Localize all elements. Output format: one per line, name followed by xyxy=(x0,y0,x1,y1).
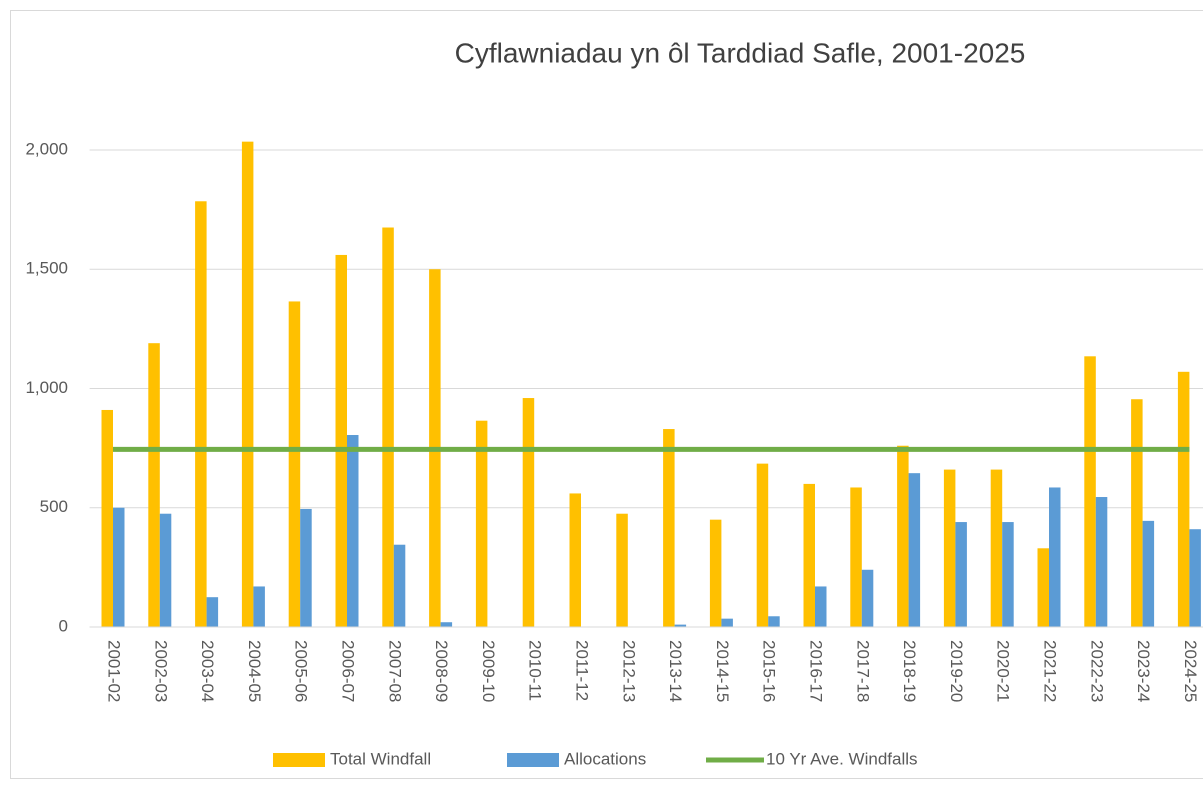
y-tick-label: 2,000 xyxy=(25,139,68,158)
y-tick-label: 0 xyxy=(59,616,68,635)
x-tick-label: 2001-02 xyxy=(105,640,124,702)
bar xyxy=(1084,356,1096,627)
bar xyxy=(1002,522,1014,627)
bar xyxy=(382,227,394,627)
bar xyxy=(241,141,254,627)
legend-swatch xyxy=(273,753,325,767)
x-tick-label: 2008-09 xyxy=(432,640,451,702)
x-tick-label: 2013-14 xyxy=(666,640,685,702)
bar xyxy=(195,201,207,627)
bar xyxy=(663,429,675,627)
x-tick-label: 2018-19 xyxy=(900,640,919,702)
bar xyxy=(1049,487,1061,627)
bar xyxy=(815,586,827,627)
bar xyxy=(253,586,265,627)
chart-title: Cyflawniadau yn ôl Tarddiad Safle, 2001-… xyxy=(455,37,1026,68)
x-tick-label: 2002-03 xyxy=(151,640,170,702)
bar xyxy=(569,493,581,627)
x-tick-label: 2014-15 xyxy=(713,640,732,702)
bar xyxy=(300,508,312,627)
x-tick-label: 2006-07 xyxy=(339,640,358,702)
x-tick-label: 2004-05 xyxy=(245,640,264,702)
x-tick-label: 2024-25 xyxy=(1181,640,1200,702)
bar xyxy=(803,483,815,627)
bar xyxy=(861,569,874,627)
bar xyxy=(850,487,862,627)
bar xyxy=(674,624,687,627)
bar xyxy=(206,597,219,627)
bar xyxy=(522,398,535,627)
x-tick-label: 2016-17 xyxy=(807,640,826,702)
bar xyxy=(955,522,967,627)
x-tick-label: 2015-16 xyxy=(760,640,779,702)
bar xyxy=(756,463,769,627)
x-tick-label: 2020-21 xyxy=(994,640,1013,702)
x-tick-label: 2011-12 xyxy=(573,640,592,701)
bar xyxy=(101,409,113,627)
legend-label: Total Windfall xyxy=(330,749,431,768)
x-tick-label: 2019-20 xyxy=(947,640,966,702)
x-tick-label: 2010-11 xyxy=(526,640,545,701)
legend-label: 10 Yr Ave. Windfalls xyxy=(766,749,918,768)
bar xyxy=(113,507,125,627)
bar xyxy=(475,420,488,627)
x-tick-label: 2005-06 xyxy=(292,640,311,702)
chart-frame xyxy=(10,10,1203,779)
x-tick-label: 2012-13 xyxy=(619,640,638,702)
bar xyxy=(335,254,347,627)
x-tick-label: 2003-04 xyxy=(198,640,217,702)
legend-swatch xyxy=(507,753,559,767)
x-tick-label: 2022-23 xyxy=(1087,640,1106,702)
bar xyxy=(943,469,956,627)
legend-label: Allocations xyxy=(564,749,646,768)
x-tick-label: 2007-08 xyxy=(385,640,404,702)
bar xyxy=(1177,371,1190,627)
bar xyxy=(616,513,628,627)
bar xyxy=(1142,520,1155,627)
bar xyxy=(148,343,160,627)
bar xyxy=(709,519,722,627)
x-tick-label: 2021-22 xyxy=(1041,640,1060,702)
bar xyxy=(440,622,453,627)
y-tick-label: 1,500 xyxy=(25,259,68,278)
x-tick-label: 2023-24 xyxy=(1134,640,1153,702)
bar xyxy=(1189,529,1201,627)
x-tick-label: 2009-10 xyxy=(479,640,498,702)
bar xyxy=(159,513,172,627)
bar xyxy=(288,301,301,627)
bar xyxy=(347,435,359,627)
bar xyxy=(768,616,780,627)
bar xyxy=(1095,497,1108,627)
bar xyxy=(990,469,1003,627)
y-tick-label: 500 xyxy=(40,497,68,516)
bar xyxy=(908,473,921,627)
x-tick-label: 2017-18 xyxy=(853,640,872,702)
bar xyxy=(393,544,406,627)
y-tick-label: 1,000 xyxy=(25,378,68,397)
bar xyxy=(1131,399,1143,627)
bar xyxy=(1037,548,1049,627)
bar xyxy=(897,445,909,627)
bar xyxy=(721,618,733,627)
